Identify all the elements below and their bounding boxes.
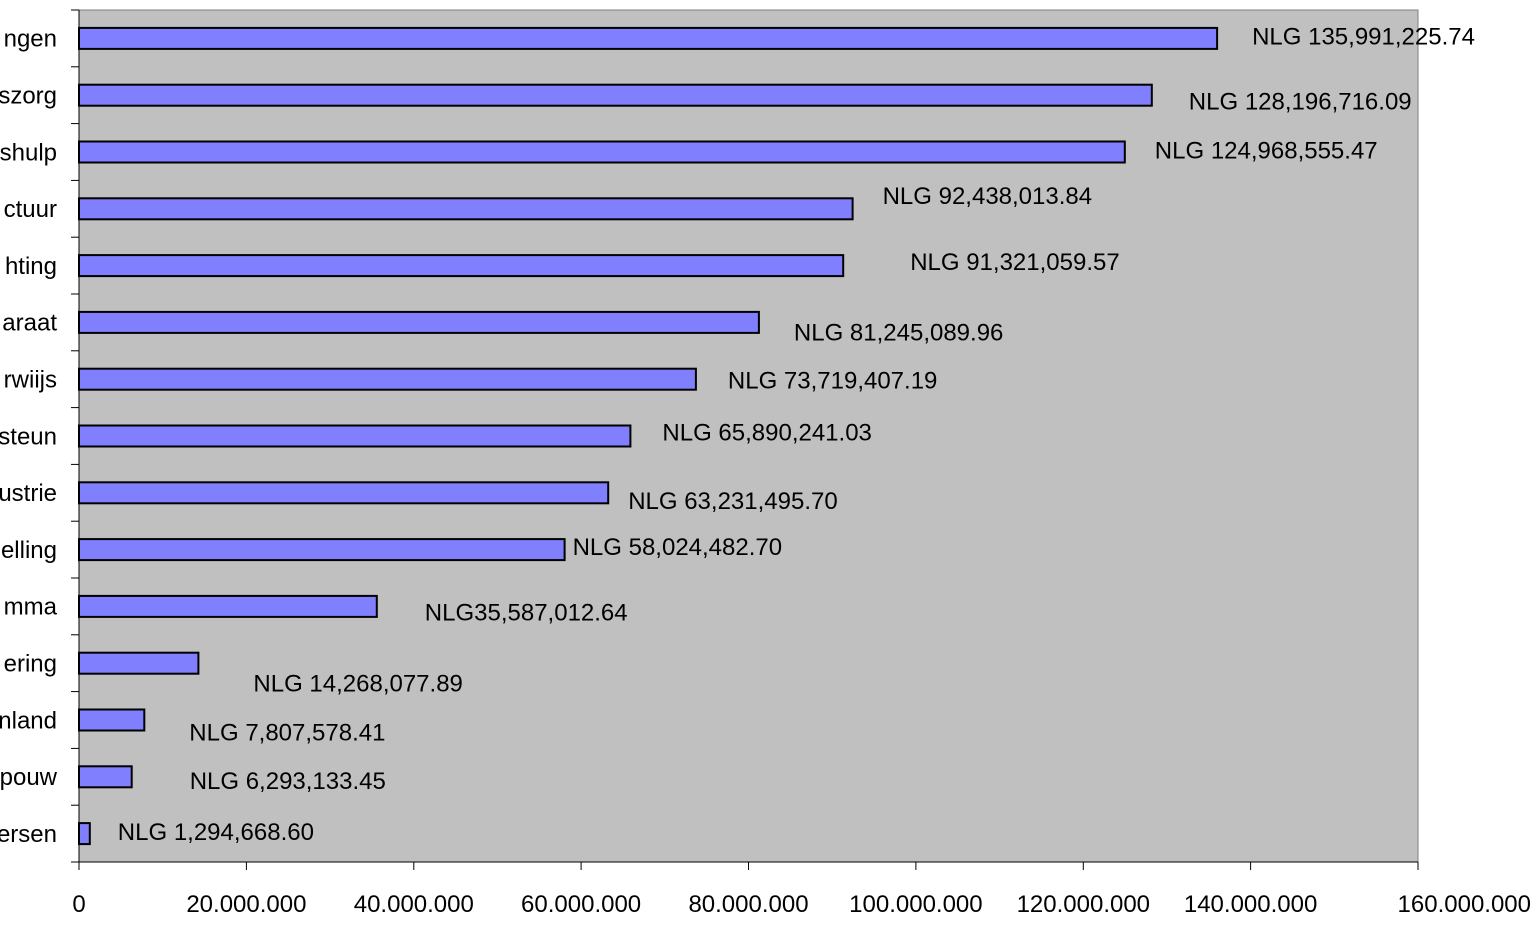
bar — [78, 26, 1219, 50]
category-label: szorg — [0, 83, 57, 110]
category-label: mma — [4, 594, 58, 621]
category-label: ustrie — [0, 480, 57, 507]
data-label: NLG 65,890,241.03 — [662, 419, 872, 446]
category-label: ersen — [0, 821, 57, 848]
x-tick-label: 160.000.000 — [1398, 891, 1531, 918]
data-label: NLG 92,438,013.84 — [883, 183, 1093, 210]
data-labels-layer: NLG 135,991,225.74 NLG 128,196,716.09 NLG … — [118, 24, 1475, 846]
x-tick-label: 80.000.000 — [688, 891, 808, 918]
x-tick-label: 140.000.000 — [1184, 891, 1317, 918]
bar — [78, 197, 854, 221]
data-label: NLG 81,245,089.96 — [794, 320, 1004, 347]
bars-layer — [78, 26, 1219, 846]
category-label: shulp — [0, 139, 57, 166]
data-label: NLG35,587,012.64 — [425, 600, 628, 627]
bar — [78, 83, 1153, 107]
data-label: NLG 135,991,225.74 — [1252, 24, 1475, 51]
x-tick-label: 60.000.000 — [521, 891, 641, 918]
category-label: ering — [4, 651, 57, 678]
data-label: NLG 6,293,133.45 — [190, 768, 386, 795]
bar — [78, 708, 146, 732]
bar — [78, 140, 1126, 164]
category-label: rwiijs — [4, 367, 57, 394]
category-label: hting — [5, 253, 57, 280]
bar — [78, 310, 760, 334]
bar — [78, 424, 632, 448]
x-tick-label: 100.000.000 — [849, 891, 982, 918]
bar — [78, 765, 133, 789]
x-tick-label: 120.000.000 — [1017, 891, 1150, 918]
data-label: NLG 128,196,716.09 — [1189, 89, 1412, 116]
axes-layer: ngen szorg shulp ctuur hting araat rwiijs steun… — [0, 9, 1531, 918]
x-tick-label: 0 — [72, 891, 85, 918]
x-tick-label: 40.000.000 — [354, 891, 474, 918]
category-label: steun — [0, 423, 57, 450]
category-label: ngen — [4, 26, 57, 53]
data-label: NLG 14,268,077.89 — [253, 671, 463, 698]
bar — [78, 538, 566, 562]
data-label: NLG 1,294,668.60 — [118, 819, 314, 846]
bar — [78, 822, 91, 846]
category-label: elling — [1, 537, 57, 564]
bar — [78, 367, 697, 391]
data-label: NLG 73,719,407.19 — [728, 368, 938, 395]
bar — [78, 594, 378, 618]
category-label: ctuur — [4, 196, 57, 223]
data-label: NLG 7,807,578.41 — [189, 719, 385, 746]
data-label: NLG 63,231,495.70 — [628, 488, 838, 515]
data-label: NLG 58,024,482.70 — [573, 534, 783, 561]
data-label: NLG 124,968,555.47 — [1155, 137, 1378, 164]
bar — [78, 651, 200, 675]
x-tick-label: 20.000.000 — [186, 891, 306, 918]
data-label: NLG 91,321,059.57 — [910, 249, 1119, 276]
category-label: nland — [0, 707, 57, 734]
bar — [78, 254, 845, 278]
bar — [78, 481, 610, 505]
category-label: pouw — [0, 764, 58, 791]
category-label: araat — [2, 310, 57, 337]
